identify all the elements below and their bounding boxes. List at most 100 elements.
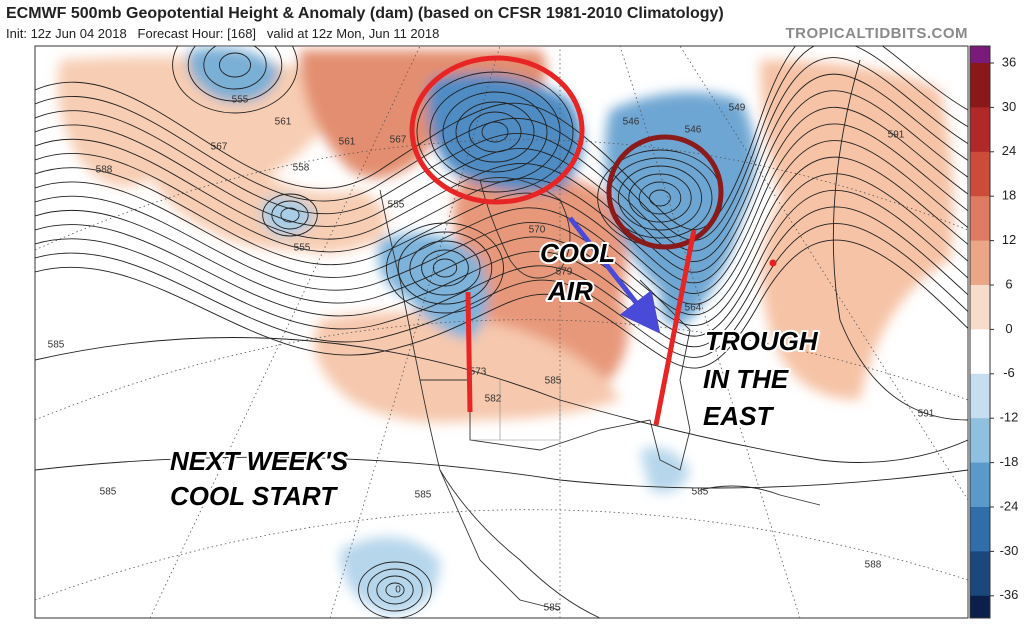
colorbar-band: [970, 462, 990, 508]
colorbar-label: 36: [1002, 54, 1016, 69]
contour-label: 0: [395, 585, 401, 596]
colorbar-label: -6: [1003, 365, 1015, 380]
colorbar-label: -36: [1000, 587, 1019, 602]
contour-label: 591: [918, 409, 935, 420]
contour: [35, 156, 968, 316]
colorbar-label: 18: [1002, 188, 1016, 203]
contour-label: 561: [339, 137, 356, 148]
colorbar-label: -12: [1000, 410, 1019, 425]
annotations: COOL AIR TROUGH IN THE EAST NEXT WEEK'S COOL S…: [168, 236, 821, 513]
contour-label: 546: [685, 125, 702, 136]
contour-label: 585: [415, 490, 432, 501]
contour: [35, 106, 968, 284]
drawn-overlays: [409, 55, 724, 426]
contour: [35, 46, 968, 241]
warm-anomaly: [130, 134, 387, 254]
colorbar-band: [970, 507, 990, 552]
contour: [649, 189, 671, 207]
contour-label: 567: [211, 142, 228, 153]
contour: [35, 206, 968, 348]
cool-anomaly: [640, 447, 690, 493]
contour: [35, 123, 968, 294]
contour-label: 549: [729, 103, 746, 114]
contour: [35, 57, 968, 252]
contour: [628, 173, 692, 223]
annotation: EAST: [703, 401, 774, 431]
contour-label: 579: [556, 267, 573, 278]
map-title: ECMWF 500mb Geopotential Height & Anomal…: [6, 5, 724, 22]
contour: [35, 239, 968, 369]
contour: [35, 337, 968, 463]
contour: [385, 582, 405, 598]
cool-anomaly: [378, 233, 488, 340]
warm-anomaly: [760, 60, 954, 400]
contour: [617, 165, 703, 231]
contour: [35, 46, 968, 231]
colorbar-band: [970, 196, 990, 242]
contour-label: 570: [529, 225, 546, 236]
contour: [376, 575, 414, 605]
annotation: NEXT WEEK'S: [170, 446, 349, 476]
colorbar-label: 24: [1002, 143, 1016, 158]
contour: [432, 258, 458, 278]
contour: [35, 90, 968, 273]
contour: [203, 46, 267, 90]
colorbar-label: 30: [1002, 99, 1016, 114]
contour: [468, 111, 522, 153]
contour-label: 585: [544, 603, 561, 614]
highlight-circle: [606, 134, 724, 250]
colorbar-label: -24: [1000, 498, 1019, 513]
colorbar-band: [970, 373, 990, 419]
contour-label: 585: [692, 487, 709, 498]
colorbar-label: 12: [1002, 232, 1016, 247]
coastline: [699, 485, 821, 506]
site-name: TROPICALTIDBITS.COM: [785, 25, 968, 42]
annotation: COOL: [540, 238, 615, 268]
height-contours: [35, 46, 968, 618]
colorbar-band: [970, 63, 990, 108]
colorbar: 36 30 24 18 12 6 0 -6 -12 -18 -24 -30 -36: [969, 45, 1019, 619]
colorbar-cap: [970, 595, 990, 618]
contour: [832, 59, 968, 421]
contour-label: 546: [623, 117, 640, 128]
cool-anomaly: [188, 47, 280, 102]
contour-label: 567: [390, 135, 407, 146]
highlight-circle: [409, 55, 585, 205]
contour-label: 588: [96, 165, 113, 176]
colorbar-band: [970, 285, 990, 330]
contour: [358, 561, 432, 618]
contour-label: 585: [48, 340, 65, 351]
contour: [262, 193, 318, 237]
colorbar-band: [970, 151, 990, 197]
longitude-line: [329, 46, 501, 618]
contour: [442, 91, 548, 173]
colorbar-band: [970, 107, 990, 153]
trough-line: [465, 291, 473, 413]
colorbar-label: 0: [1005, 321, 1012, 336]
marker-dot: [769, 259, 777, 267]
contour: [455, 101, 535, 163]
contour: [397, 231, 493, 305]
colorbar-band: [970, 329, 990, 375]
contour: [218, 52, 252, 78]
contour: [638, 181, 682, 215]
contour-label: 561: [275, 117, 292, 128]
colorbar-band: [970, 418, 990, 464]
cool-anomaly: [605, 92, 755, 326]
annotation: IN THE: [703, 364, 789, 394]
contour-label: 555: [232, 95, 249, 106]
contour: [35, 189, 968, 337]
contour: [35, 73, 968, 262]
contour: [35, 140, 968, 305]
contour: [386, 222, 504, 314]
contour: [172, 46, 298, 114]
contour: [416, 71, 574, 193]
contour-label: 588: [865, 560, 882, 571]
contour-label: 591: [888, 130, 905, 141]
contour-label: 585: [545, 376, 562, 387]
border: [439, 469, 561, 611]
annotation: TROUGH: [705, 326, 819, 356]
